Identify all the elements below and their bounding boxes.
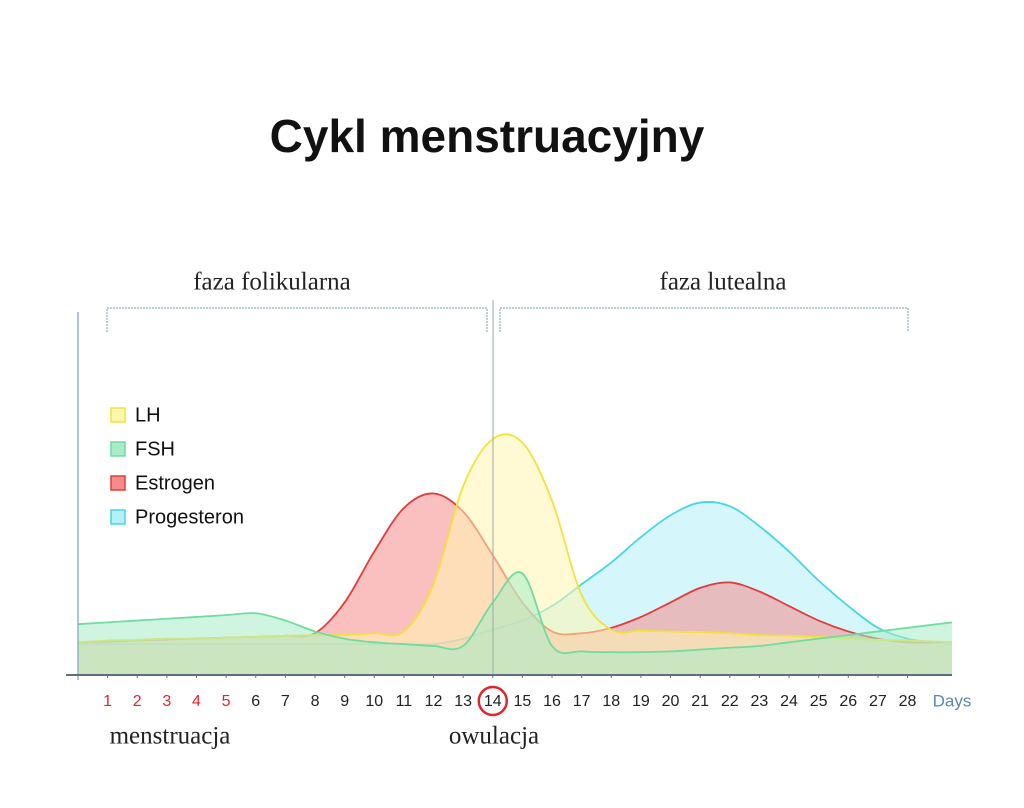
x-axis-label: Days [933,691,972,710]
legend-swatch [110,441,126,457]
phase-label: faza folikularna [193,269,351,296]
area [78,572,952,675]
x-tick-label: 5 [222,693,231,710]
phase-bracket [106,307,488,332]
x-tick-label: 28 [899,693,917,710]
annotation: menstruacja [110,723,231,750]
x-tick-label: 16 [543,693,561,710]
x-tick-label: 7 [281,693,290,710]
phase-bracket [499,307,909,332]
x-tick-label: 12 [425,693,443,710]
x-tick-label: 2 [133,693,142,710]
x-tick-label: 10 [365,693,383,710]
x-tick-label: 21 [691,693,709,710]
x-tick-label: 11 [396,693,413,710]
legend-label: LH [135,404,161,426]
line [77,571,953,655]
x-tick-label: 3 [162,693,171,710]
legend-swatch [110,407,126,423]
legend-swatch [110,475,126,491]
x-tick-label: 13 [454,693,472,710]
x-tick-label: 8 [311,693,320,710]
x-tick-label: 18 [602,693,620,710]
legend-label: Estrogen [135,472,215,494]
annotation: owulacja [449,723,539,750]
x-tick-label: 22 [721,693,739,710]
area [78,493,952,675]
x-tick-label: 25 [810,693,828,710]
x-tick-label: 14 [484,693,502,710]
legend-label: Progesteron [135,506,244,528]
ovulation-circle [477,685,509,717]
x-tick-label: 27 [869,693,887,710]
legend-label: FSH [135,438,175,460]
x-tick-label: 19 [632,693,650,710]
legend-swatch [110,509,126,525]
plot-area [77,433,953,675]
x-tick-label: 4 [192,693,201,710]
chart-title: Cykl menstruacyjny [270,110,705,162]
x-tick-label: 20 [662,693,680,710]
phase-label: faza lutealna [660,269,787,296]
x-tick-label: 24 [780,693,798,710]
x-tick-label: 1 [103,693,112,710]
x-tick-label: 6 [251,693,260,710]
x-tick-label: 17 [573,693,591,710]
x-tick-label: 9 [340,693,349,710]
area [78,434,952,675]
x-tick-label: 23 [751,693,769,710]
x-tick-label: 26 [839,693,857,710]
x-tick-label: 15 [514,693,532,710]
